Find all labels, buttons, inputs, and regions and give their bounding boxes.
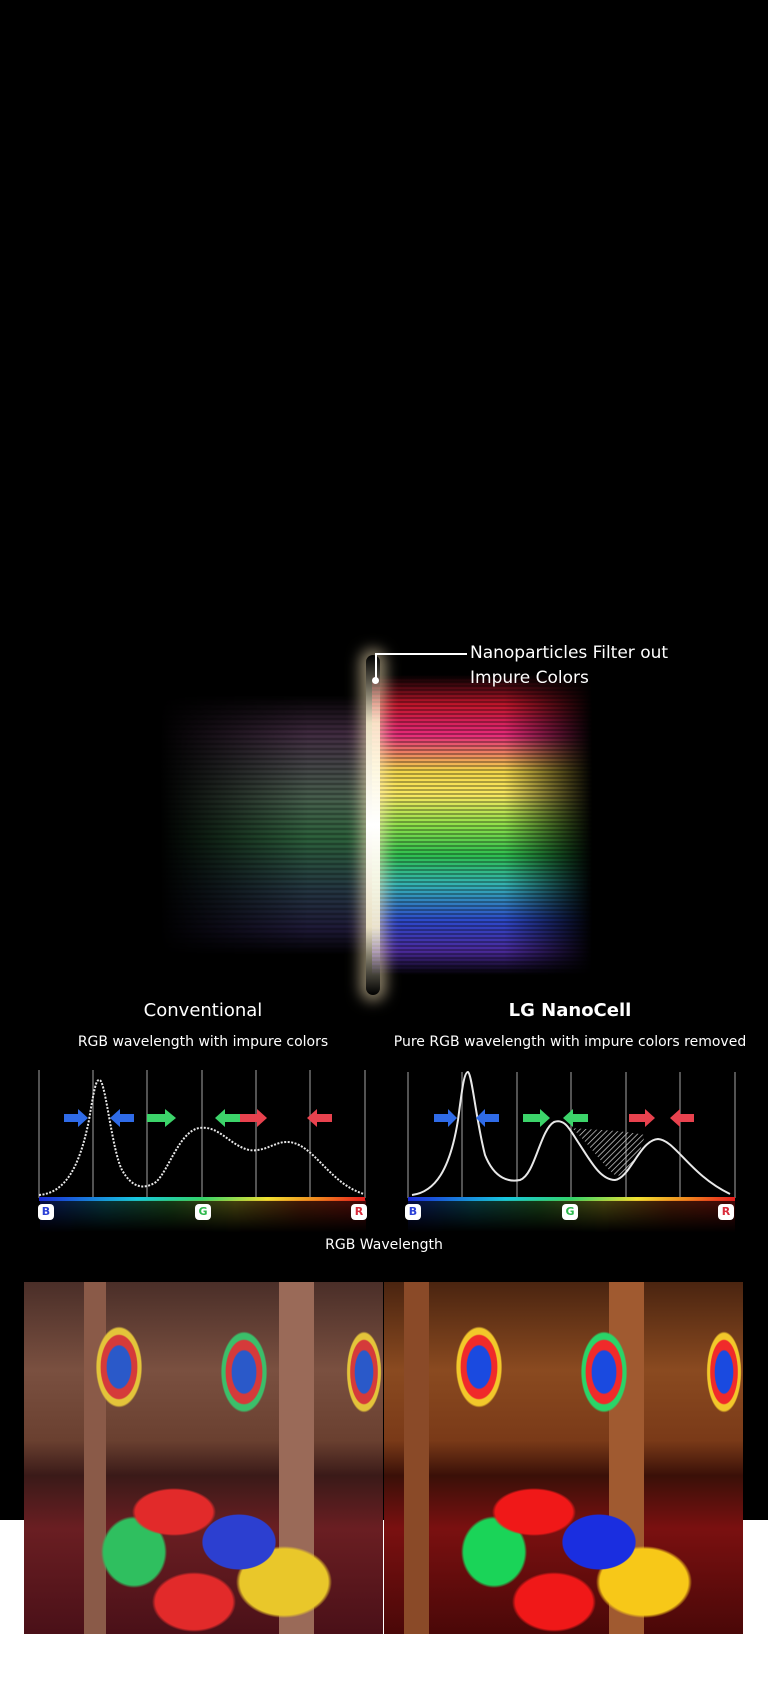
conventional-subtitle: RGB wavelength with impure colors: [77, 1034, 329, 1050]
nanocell-photo: [384, 1282, 743, 1634]
nanocell-spectrum-chart: [400, 1060, 740, 1230]
callout-line2: Impure Colors: [470, 668, 589, 688]
pure-light-rays: [372, 675, 592, 975]
callout-line1: Nanoparticles Filter out: [470, 643, 669, 663]
axis-label-b: B: [405, 1204, 421, 1220]
callout-dot: [372, 677, 379, 684]
callout-line-vertical: [375, 653, 377, 680]
axis-label-g: G: [195, 1204, 211, 1220]
conventional-title: Conventional: [143, 1000, 263, 1021]
callout-label: Nanoparticles Filter out Impure Colors: [470, 641, 668, 691]
axis-label-r: R: [718, 1204, 734, 1220]
nanocell-subtitle: Pure RGB wavelength with impure colors r…: [393, 1034, 747, 1050]
conventional-spectrum-chart: [34, 1060, 374, 1230]
axis-caption: RGB Wavelength: [325, 1237, 443, 1253]
light-spectrum-illustration: [120, 625, 620, 1015]
callout-line: [375, 653, 467, 655]
axis-label-r: R: [351, 1204, 367, 1220]
axis-label-b: B: [38, 1204, 54, 1220]
nanoparticle-filter-layer: [366, 655, 380, 995]
nanocell-title: LG NanoCell: [508, 1000, 632, 1021]
axis-label-g: G: [562, 1204, 578, 1220]
conventional-photo: [24, 1282, 383, 1634]
